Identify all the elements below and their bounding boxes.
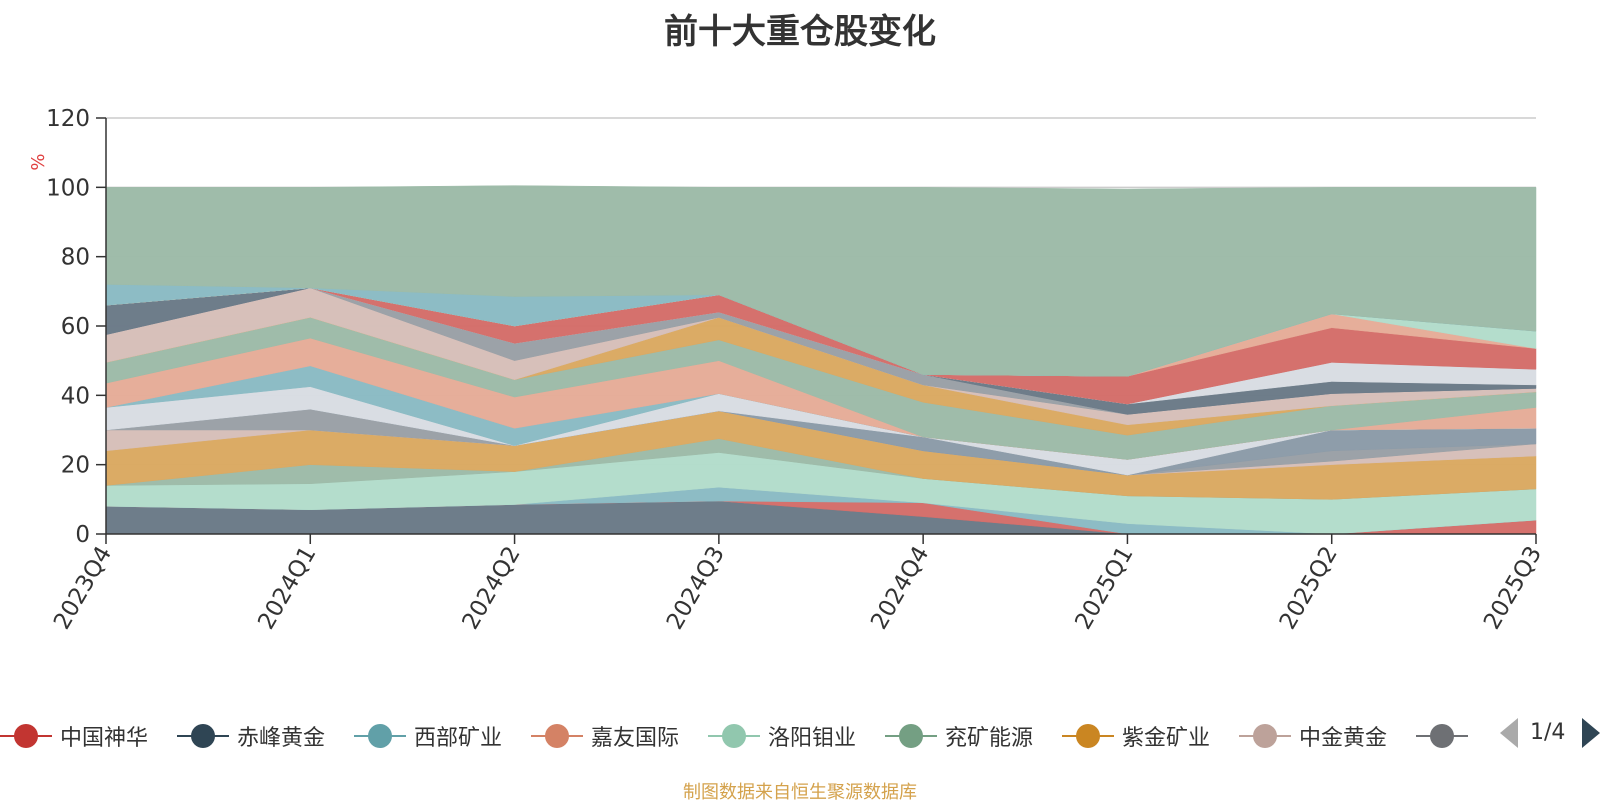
x-tick-label: 2024Q1: [253, 542, 321, 634]
y-tick-label: 60: [61, 314, 90, 340]
legend-item[interactable]: 洛阳钼业: [708, 718, 856, 754]
x-tick-label: 2023Q4: [49, 542, 117, 634]
legend-label: 洛阳钼业: [768, 726, 857, 751]
legend-item[interactable]: 中: [1416, 718, 1474, 754]
legend-marker-icon: [1062, 718, 1114, 754]
legend-dot: [368, 724, 392, 748]
legend-dot: [14, 724, 38, 748]
legend-marker-icon: [1239, 718, 1291, 754]
legend-item[interactable]: 嘉友国际: [531, 718, 679, 754]
legend-marker-icon: [354, 718, 406, 754]
legend-label: 兖矿能源: [945, 726, 1034, 751]
x-tick-label: 2024Q2: [458, 542, 526, 634]
legend-marker-icon: [708, 718, 760, 754]
y-tick-label: 0: [75, 522, 90, 548]
chart-title: 前十大重仓股变化: [664, 12, 936, 52]
x-tick-label: 2025Q3: [1479, 542, 1547, 634]
legend-item[interactable]: 中国神华: [0, 718, 148, 754]
legend-item[interactable]: 中金黄金: [1239, 718, 1387, 754]
legend-marker-icon: [177, 718, 229, 754]
legend-marker-icon: [1416, 718, 1468, 754]
legend-dot: [1430, 724, 1454, 748]
legend-item[interactable]: 赤峰黄金: [177, 718, 325, 754]
y-tick-label: 80: [61, 245, 90, 271]
y-tick-label: 120: [46, 106, 90, 132]
legend-label: 紫金矿业: [1122, 726, 1211, 751]
x-tick-label: 2025Q2: [1275, 542, 1343, 634]
area-series-23[interactable]: [105, 185, 1537, 377]
legend: 中国神华 赤峰黄金 西部矿业 嘉友国际 洛阳钼业 兖矿能源 紫金矿业 中金黄金 中: [0, 718, 1600, 754]
legend-label: 中金黄金: [1299, 726, 1388, 751]
x-tick-label: 2024Q3: [662, 542, 730, 634]
legend-dot: [722, 724, 746, 748]
legend-marker-icon: [885, 718, 937, 754]
area-series: [105, 185, 1537, 535]
legend-label: 赤峰黄金: [237, 726, 326, 751]
x-tick-label: 2024Q4: [866, 542, 934, 634]
legend-label: 西部矿业: [414, 726, 503, 751]
legend-item[interactable]: 兖矿能源: [885, 718, 1033, 754]
source-note: 制图数据来自恒生聚源数据库: [683, 782, 917, 803]
y-axis-label: %: [28, 153, 49, 170]
legend-dot: [545, 724, 569, 748]
legend-item[interactable]: 紫金矿业: [1062, 718, 1210, 754]
legend-marker-icon: [0, 718, 52, 754]
chart-area: 0 20 40 60 80 100 120 2023Q4 2024Q1 2024Q2 2024Q3…: [28, 106, 1547, 634]
legend-marker-icon: [531, 718, 583, 754]
legend-prev-page-icon[interactable]: [1500, 718, 1518, 748]
y-tick-label: 20: [61, 453, 90, 479]
legend-dot: [191, 724, 215, 748]
legend-dot: [899, 724, 923, 748]
y-ticks: 0 20 40 60 80 100 120: [46, 106, 106, 548]
legend-dot: [1253, 724, 1277, 748]
x-tick-label: 2025Q1: [1070, 542, 1138, 634]
y-tick-label: 40: [61, 383, 90, 409]
y-tick-label: 100: [46, 175, 90, 201]
legend-item[interactable]: 西部矿业: [354, 718, 502, 754]
legend-page-indicator: 1/4: [1530, 720, 1566, 745]
legend-label: 中国神华: [60, 726, 149, 751]
legend-label: 嘉友国际: [591, 726, 680, 751]
legend-dot: [1076, 724, 1100, 748]
legend-items: 中国神华 赤峰黄金 西部矿业 嘉友国际 洛阳钼业 兖矿能源 紫金矿业 中金黄金 中: [0, 718, 1474, 754]
legend-next-page-icon[interactable]: [1582, 718, 1600, 748]
x-ticks: 2023Q4 2024Q1 2024Q2 2024Q3 2024Q4 2025Q1 2025…: [49, 534, 1547, 634]
